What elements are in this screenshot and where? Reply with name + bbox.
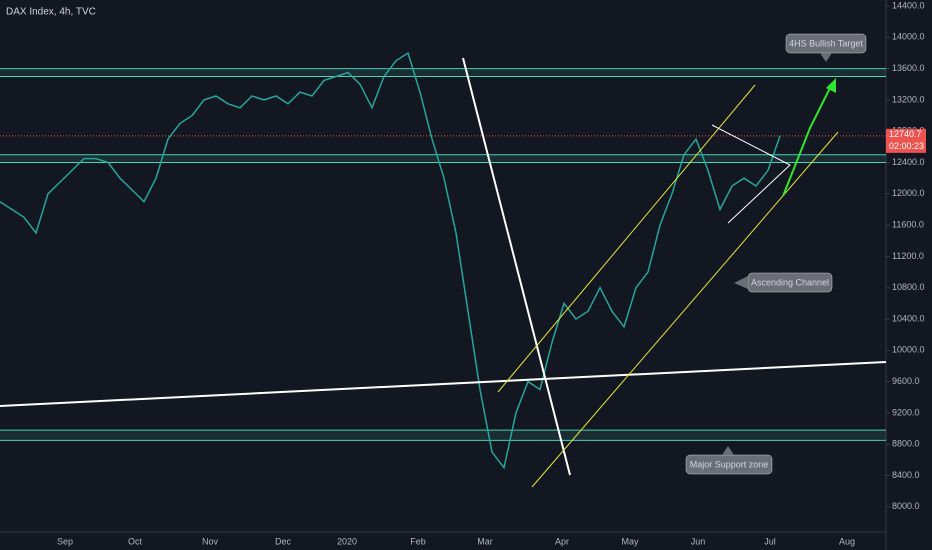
y-tick-label: 13200.0 (892, 94, 925, 104)
annotation: Major Support zone (690, 459, 769, 469)
zone (0, 430, 886, 441)
trend-line (462, 57, 571, 476)
price (0, 51, 886, 470)
y-tick-label: 14400.0 (892, 0, 925, 10)
x-tick-label: Feb (410, 536, 426, 546)
y-tick-label: 8000.0 (892, 501, 920, 511)
y-tick-label: 11600.0 (892, 220, 924, 230)
zone (0, 154, 886, 163)
countdown: 02:00:23 (889, 141, 924, 151)
y-tick-label: 9200.0 (892, 407, 920, 417)
price-label: 12740.7 (889, 129, 922, 139)
x-tick-label: Apr (555, 536, 569, 546)
y-tick-label: 12400.0 (892, 157, 925, 167)
x-tick-label: Oct (128, 536, 143, 546)
price-tag (886, 128, 926, 153)
price-line (0, 51, 781, 470)
y-tick-label: 9600.0 (892, 376, 920, 386)
triangle (711, 124, 791, 224)
x-tick-label: Mar (477, 536, 493, 546)
annotation: 4HS Bullish Target (789, 38, 863, 48)
x-tick-label: 2020 (337, 536, 357, 546)
x-tick-label: Sep (57, 536, 73, 546)
channel-line (497, 84, 756, 393)
y-tick-label: 10800.0 (892, 282, 925, 292)
annotation: Ascending Channel (751, 277, 829, 287)
x-tick-label: Jun (691, 536, 706, 546)
zone (0, 68, 886, 77)
callout: Major Support zone (685, 446, 773, 475)
chart-title: DAX Index, 4h, TVC (6, 7, 96, 18)
axes: 14400.014000.013600.013200.012800.012400… (57, 0, 926, 546)
arrow-head (826, 78, 836, 93)
y-tick-label: 8800.0 (892, 439, 920, 449)
x-tick-label: Jul (764, 536, 776, 546)
zones (0, 68, 886, 441)
x-tick-label: Nov (202, 536, 219, 546)
callout: 4HS Bullish Target (785, 33, 867, 62)
trend-line (0, 361, 887, 407)
callout: Ascending Channel (734, 272, 833, 293)
arrow (782, 83, 833, 197)
channel-line (531, 131, 839, 488)
y-tick-label: 10400.0 (892, 313, 925, 323)
x-tick-label: Dec (275, 536, 292, 546)
y-tick-label: 10000.0 (892, 345, 925, 355)
y-tick-label: 8400.0 (892, 470, 920, 480)
y-tick-label: 14000.0 (892, 32, 925, 42)
y-tick-label: 11200.0 (892, 251, 924, 261)
y-tick-label: 12000.0 (892, 188, 925, 198)
y-tick-label: 13600.0 (892, 63, 925, 73)
x-tick-label: Aug (839, 536, 855, 546)
x-tick-label: May (621, 536, 639, 546)
